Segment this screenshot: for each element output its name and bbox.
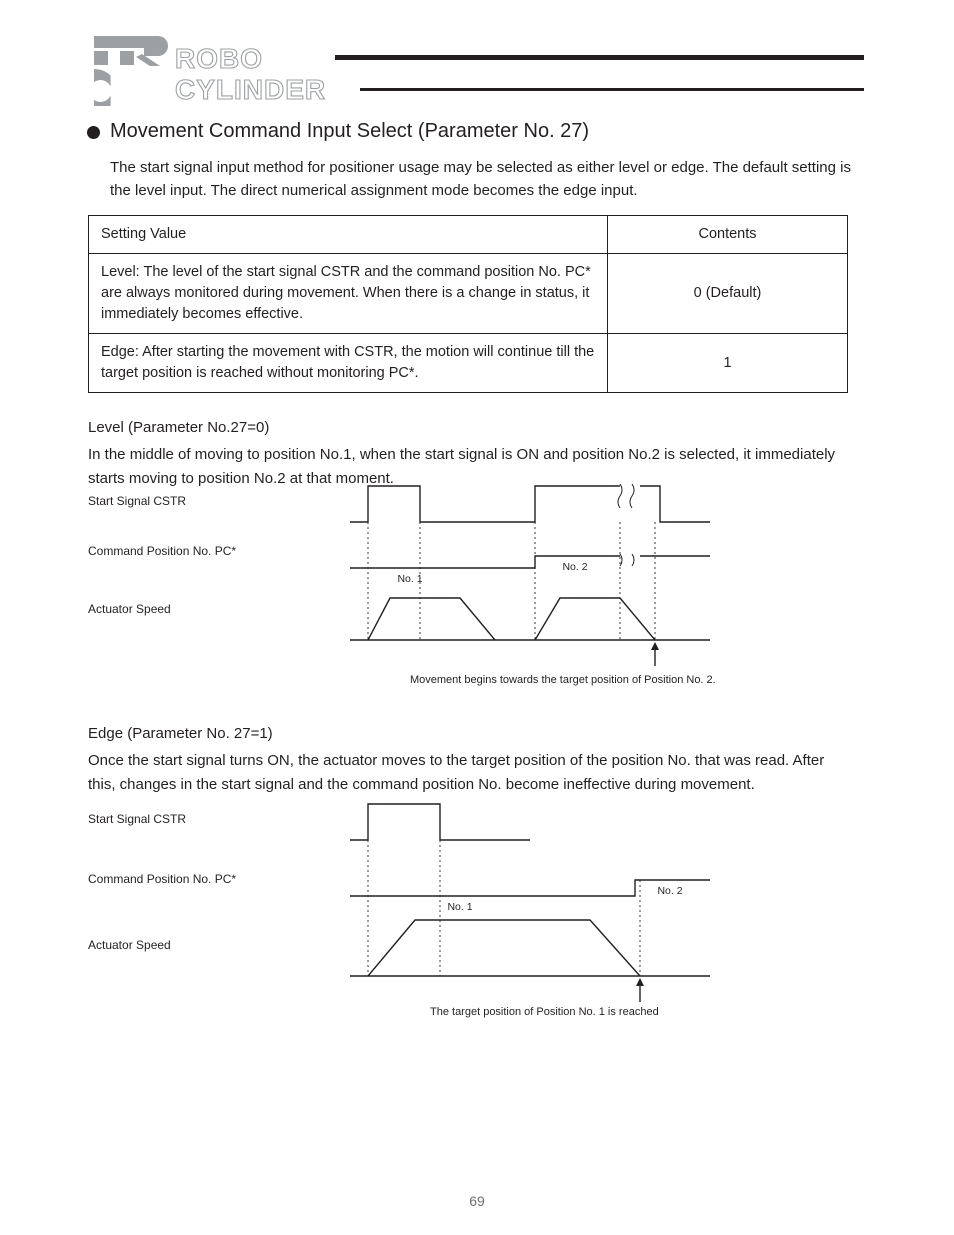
rc-monogram-icon (94, 36, 172, 106)
logo-text-line1: ROBO (175, 43, 263, 75)
parameter-table: Setting Value Contents Level: The level … (88, 215, 848, 393)
page-number: 69 (469, 1193, 485, 1209)
table-cell-value: 1 (608, 334, 848, 393)
section-intro-paragraph: The start signal input method for positi… (110, 156, 864, 203)
table-row: Level: The level of the start signal CST… (89, 254, 848, 334)
edge-pc-val-1: No. 1 (447, 901, 472, 913)
level-timing-svg: No. 1 No. 2 (320, 470, 750, 700)
table-row: Edge: After starting the movement with C… (89, 334, 848, 393)
header-rule-bottom (360, 88, 864, 91)
level-label-cstr: Start Signal CSTR (88, 494, 318, 508)
brand-logo (94, 36, 172, 111)
logo-text-line2: CYLINDER (175, 74, 326, 106)
edge-label-speed: Actuator Speed (88, 938, 318, 952)
level-arrow-caption: Movement begins towards the target posit… (410, 672, 750, 689)
level-timing-diagram: No. 1 No. 2 (320, 470, 750, 700)
edge-title: Edge (Parameter No. 27=1) (88, 722, 848, 745)
level-pc-val-2: No. 2 (562, 561, 587, 573)
section-title: Movement Command Input Select (Parameter… (110, 120, 589, 143)
table-cell-value: 0 (Default) (608, 254, 848, 334)
edge-label-pc: Command Position No. PC* (88, 872, 318, 886)
edge-timing-diagram: No. 1 No. 2 (320, 788, 750, 1018)
section-bullet (87, 126, 100, 139)
level-label-speed: Actuator Speed (88, 602, 318, 616)
level-pc-val-1: No. 1 (397, 573, 422, 585)
table-cell: Level: The level of the start signal CST… (89, 254, 608, 334)
table-row: Setting Value Contents (89, 216, 848, 254)
header-rule-top (335, 55, 864, 60)
level-title: Level (Parameter No.27=0) (88, 416, 848, 439)
table-header-contents: Contents (608, 216, 848, 254)
edge-pc-val-2: No. 2 (657, 885, 682, 897)
edge-label-cstr: Start Signal CSTR (88, 812, 318, 826)
level-label-pc: Command Position No. PC* (88, 544, 318, 558)
edge-arrow-caption: The target position of Position No. 1 is… (430, 1004, 750, 1021)
edge-timing-svg: No. 1 No. 2 (320, 788, 750, 1018)
level-label-pc-text: Command Position No. PC* (88, 544, 236, 558)
table-header-setting: Setting Value (89, 216, 608, 254)
table-cell: Edge: After starting the movement with C… (89, 334, 608, 393)
